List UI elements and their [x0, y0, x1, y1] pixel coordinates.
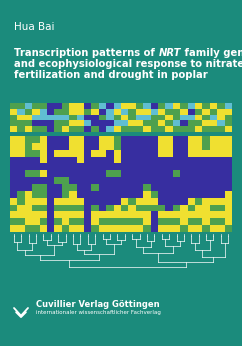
Text: family genes: family genes [181, 48, 242, 58]
Text: Cuvillier Verlag Göttingen: Cuvillier Verlag Göttingen [36, 300, 160, 309]
Text: NRT: NRT [158, 48, 181, 58]
Text: Hua Bai: Hua Bai [14, 22, 54, 32]
Text: internationaler wissenschaftlicher Fachverlag: internationaler wissenschaftlicher Fachv… [36, 310, 161, 315]
Text: and ecophysiological response to nitrate: and ecophysiological response to nitrate [14, 59, 242, 69]
Text: fertilization and drought in poplar: fertilization and drought in poplar [14, 70, 208, 80]
Text: Transcription patterns of: Transcription patterns of [14, 48, 158, 58]
